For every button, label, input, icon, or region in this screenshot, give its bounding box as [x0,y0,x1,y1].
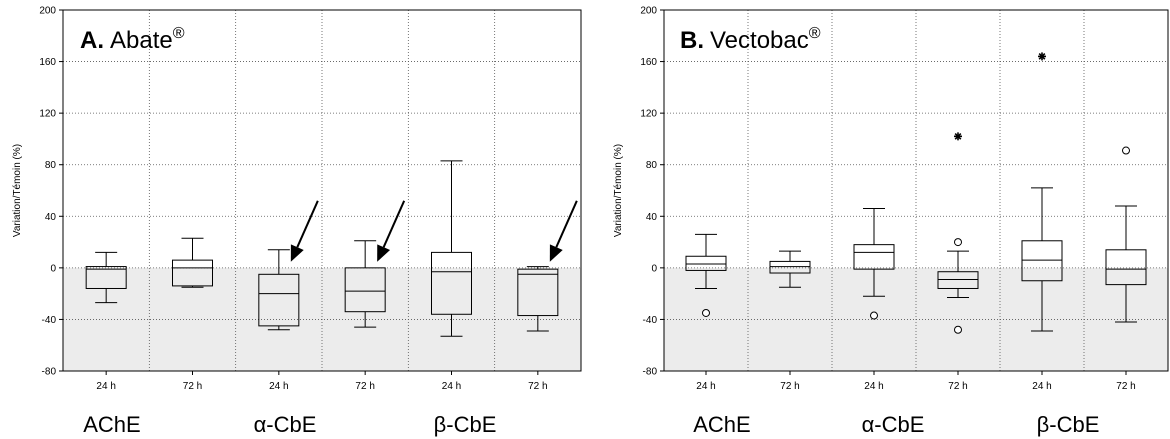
box-plot-4 [431,160,472,337]
y-tick-label: -80 [42,367,57,378]
y-axis-label: Variation/Témoin (%) [613,144,624,237]
arrow-shaft [555,200,578,248]
interquartile-box [769,260,811,274]
interquartile-box [1105,249,1147,286]
y-tick-label: 160 [640,57,657,68]
panel-letter: A. [80,27,104,54]
interquartile-box [853,244,895,270]
interquartile-box [685,255,727,271]
panel-b-vectobac: -80 -40 0 40 80 120 160 200 Variation/Témoin (%)… [613,6,1169,437]
panel-letter: B. [680,27,704,54]
panel-name: Vectobac [710,27,809,54]
box-plot-0 [85,251,127,304]
enzyme-group-label: AChE [83,412,140,437]
interquartile-box [85,266,127,289]
x-tick-label: 24 h [442,381,461,392]
plot-frame [62,9,582,372]
interquartile-box [1021,240,1063,282]
registered-mark: ® [173,25,185,42]
box-plot-1 [769,250,811,288]
box-plot-0 [685,233,727,289]
arrow-shaft [296,200,319,248]
y-tick-label: -40 [42,315,57,326]
arrow-head [377,244,391,262]
x-tick-label: 72 h [780,381,799,392]
x-tick-label: 24 h [864,381,883,392]
panel-title: A. Abate® [80,25,185,54]
outlier-point [954,238,962,247]
y-tick-label: 80 [45,160,57,171]
interquartile-box [517,268,559,317]
enzyme-group-label: α-CbE [862,412,925,437]
y-tick-label: 120 [39,109,56,120]
extreme-point-stroke [954,132,962,140]
outlier-point [1122,146,1130,155]
enzyme-group-label: β-CbE [434,412,497,437]
y-tick-label: 0 [651,263,657,274]
registered-mark: ® [809,25,821,42]
plot-frame [663,9,1169,372]
outlier-point [702,308,710,317]
interquartile-box [937,271,979,289]
x-tick-label: 24 h [269,381,288,392]
y-tick-label: 0 [50,263,56,274]
arrow-shaft [382,200,406,248]
box-plot-3 [937,250,979,299]
highlight-arrow [549,200,578,262]
y-tick-label: 120 [640,109,657,120]
x-tick-label: 72 h [1116,381,1135,392]
box-plot-4 [1021,187,1063,332]
extreme-point-stroke [1038,53,1046,60]
x-tick-label: 72 h [528,381,547,392]
box-plot-1 [172,237,213,288]
outlier-point [870,311,878,320]
panel-title: B. Vectobac® [680,25,821,54]
x-tick-label: 72 h [183,381,202,392]
box-plot-2 [258,249,300,331]
y-tick-label: -80 [643,367,658,378]
highlight-arrow [377,200,406,262]
y-axis-label: Variation/Témoin (%) [12,144,23,237]
arrow-head [549,244,563,262]
y-tick-label: 160 [39,57,56,68]
extreme-point [954,132,962,141]
x-tick-label: 24 h [696,381,715,392]
box-plot-5 [517,266,559,332]
extreme-point [1038,52,1046,61]
enzyme-group-label: AChE [693,412,750,437]
y-tick-label: -40 [643,315,658,326]
box-plot-3 [344,240,386,328]
interquartile-box [258,273,300,327]
y-tick-label: 80 [646,160,658,171]
y-tick-label: 200 [640,6,657,17]
panel-name: Abate [110,27,173,54]
y-tick-label: 40 [45,212,57,223]
arrow-head [290,244,304,262]
box-plot-2 [853,208,895,297]
box-plot-5 [1105,205,1147,323]
interquartile-box [344,267,386,313]
x-tick-label: 72 h [948,381,967,392]
y-tick-label: 40 [646,212,658,223]
x-tick-label: 72 h [355,381,374,392]
interquartile-box [172,259,213,287]
x-tick-label: 24 h [1032,381,1051,392]
outlier-point [954,325,962,334]
highlight-arrow [290,200,319,262]
enzyme-group-label: α-CbE [254,412,317,437]
panel-a-abate: -80 -40 0 40 80 120 160 200 Variation/Témoin (%)… [12,6,582,437]
enzyme-group-label: β-CbE [1037,412,1100,437]
x-tick-label: 24 h [96,381,115,392]
y-tick-label: 200 [39,6,56,17]
interquartile-box [431,251,472,315]
